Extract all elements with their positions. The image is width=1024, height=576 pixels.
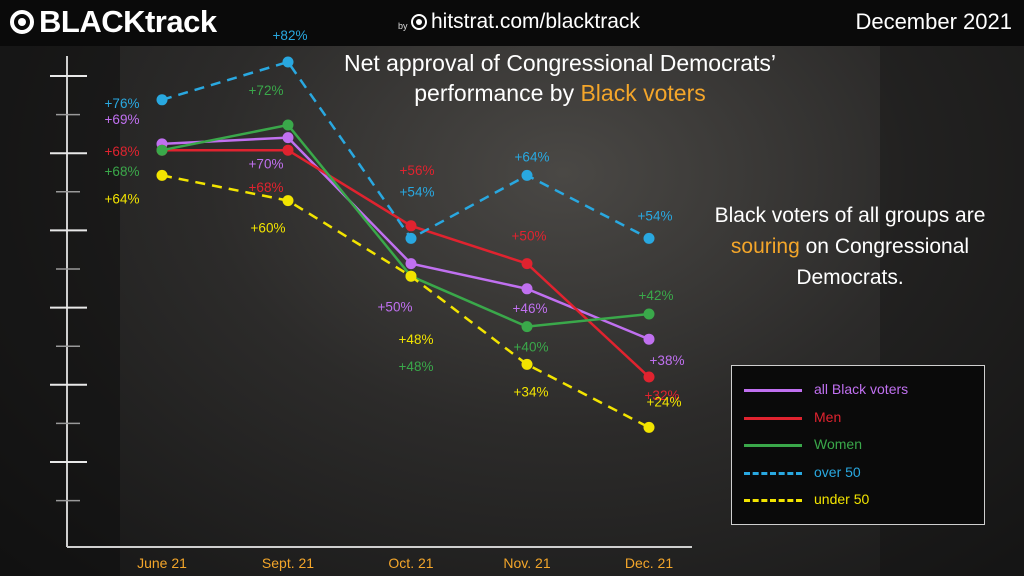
legend-swatch (744, 471, 802, 475)
chart-title: Net approval of Congressional Democrats’… (290, 48, 830, 108)
data-label: +68% (105, 164, 140, 179)
chart-legend: all Black voters Men Women over 50 under 50 (731, 365, 985, 525)
title-highlight: Black voters (580, 80, 706, 106)
legend-swatch (744, 416, 802, 420)
title-line-2: performance by Black voters (290, 78, 830, 108)
data-label: +48% (399, 359, 434, 374)
data-label: +34% (514, 384, 549, 399)
data-point (405, 220, 417, 232)
data-label: +48% (399, 332, 434, 347)
data-point (156, 144, 168, 156)
legend-item: Men (732, 408, 984, 428)
data-label: +82% (273, 28, 308, 43)
data-label: +40% (514, 340, 549, 355)
data-point (643, 232, 655, 244)
data-label: +54% (638, 208, 673, 223)
data-point (521, 358, 533, 370)
x-tick-label: Sept. 21 (262, 555, 314, 571)
data-label: +46% (513, 301, 548, 316)
title-line-1: Net approval of Congressional Democrats’ (343, 50, 777, 76)
data-point (521, 169, 533, 181)
data-point (643, 421, 655, 433)
data-point (405, 270, 417, 282)
legend-label: Women (814, 436, 862, 452)
legend-label: Men (814, 408, 842, 425)
data-label: +24% (647, 394, 682, 409)
data-point (643, 333, 655, 345)
data-label: +72% (249, 83, 284, 98)
legend-swatch (744, 444, 802, 447)
header-bar: BLACKtrack by hitstrat.com/blacktrack De… (0, 0, 1024, 46)
data-label: +69% (105, 112, 140, 127)
data-point (643, 371, 655, 383)
note-part-2: on Congressional Democrats. (796, 235, 970, 289)
report-date: December 2021 (855, 9, 1012, 34)
x-tick-label: Dec. 21 (625, 555, 673, 571)
data-label: +60% (251, 221, 286, 236)
data-point (405, 258, 417, 270)
legend-item: over 50 (732, 463, 984, 483)
data-label: +38% (650, 353, 685, 368)
data-label: +64% (515, 149, 550, 164)
data-label: +68% (249, 180, 284, 195)
target-icon (411, 14, 427, 30)
data-label: +68% (105, 144, 140, 159)
legend-item: Women (732, 435, 984, 455)
data-point (405, 232, 417, 244)
data-point (521, 283, 533, 295)
x-tick-label: Nov. 21 (503, 555, 550, 571)
data-point (521, 321, 533, 333)
data-label: +50% (378, 300, 413, 315)
data-point (156, 94, 168, 106)
brand-name: BLACKtrack (39, 4, 217, 39)
data-label: +64% (105, 191, 140, 206)
site-url: hitstrat.com/blacktrack (431, 10, 640, 33)
data-point (282, 195, 294, 207)
note-highlight: souring (730, 235, 800, 258)
note-part-1: Black voters of all groups are (714, 204, 986, 227)
title-prefix: performance by (414, 80, 581, 106)
data-point (282, 56, 294, 68)
annotation-note: Black voters of all groups are souring o… (700, 200, 1000, 293)
legend-swatch (744, 389, 802, 392)
data-label: +56% (400, 163, 435, 178)
data-point (282, 144, 294, 156)
data-point (282, 119, 294, 131)
data-label: +54% (400, 184, 435, 199)
legend-item: under 50 (732, 490, 984, 510)
data-label: +42% (639, 288, 674, 303)
data-label: +50% (512, 229, 547, 244)
data-point (643, 308, 655, 320)
data-point (282, 132, 294, 144)
target-icon (10, 10, 34, 34)
data-point (156, 169, 168, 181)
legend-label: all Black voters (814, 381, 909, 397)
data-point (521, 258, 533, 270)
legend-item: all Black voters (732, 380, 984, 400)
data-label: +76% (105, 96, 140, 111)
data-label: +70% (249, 157, 284, 172)
legend-label: over 50 (814, 463, 861, 480)
x-tick-label: June 21 (137, 555, 187, 571)
site-link[interactable]: hitstrat.com/blacktrack (411, 10, 640, 34)
by-label: by (398, 21, 408, 31)
data-label: +32% (645, 388, 680, 403)
x-tick-label: Oct. 21 (388, 555, 433, 571)
legend-label: under 50 (814, 491, 870, 507)
brand-logo[interactable]: BLACKtrack (10, 4, 217, 40)
legend-swatch (744, 499, 802, 502)
